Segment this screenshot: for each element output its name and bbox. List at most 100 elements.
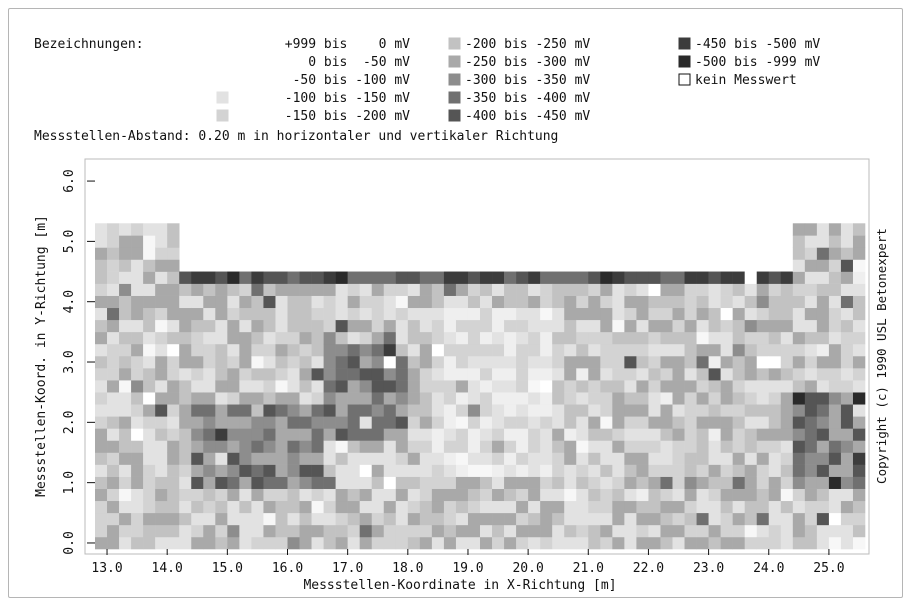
heatmap-cell	[540, 355, 553, 369]
heatmap-cell	[299, 440, 312, 453]
heatmap-cell	[443, 368, 457, 381]
heatmap-cell	[780, 307, 794, 321]
heatmap-cell	[768, 404, 782, 417]
heatmap-cell	[395, 271, 409, 284]
heatmap-cell	[696, 392, 709, 405]
heatmap-cell	[672, 295, 685, 309]
heatmap-cell	[443, 283, 457, 296]
heatmap-cell	[696, 488, 709, 502]
heatmap-cell	[359, 392, 373, 405]
heatmap-cell	[504, 319, 517, 333]
heatmap-cell	[119, 355, 132, 369]
heatmap-cell	[696, 452, 709, 465]
heatmap-cell	[359, 488, 373, 502]
heatmap-cell	[419, 452, 433, 465]
heatmap-cell	[359, 355, 373, 369]
heatmap-cell	[131, 247, 144, 260]
heatmap-cell	[167, 307, 180, 321]
heatmap-cell	[371, 271, 385, 284]
heatmap-cell	[852, 476, 866, 489]
heatmap-cell	[744, 488, 758, 502]
heatmap-cell	[564, 404, 577, 417]
heatmap-cell	[792, 476, 806, 489]
heatmap-cell	[107, 380, 120, 393]
heatmap-cell	[516, 271, 529, 284]
heatmap-cell	[564, 440, 577, 453]
heatmap-cell	[167, 355, 180, 369]
heatmap-cell	[624, 271, 637, 284]
heatmap-cell	[840, 524, 854, 538]
heatmap-cell	[612, 500, 625, 514]
heatmap-cell	[828, 271, 842, 284]
heatmap-cell	[672, 536, 685, 550]
heatmap-cell	[107, 440, 120, 453]
heatmap-cell	[804, 476, 818, 489]
heatmap-cell	[311, 428, 324, 441]
heatmap-cell	[492, 392, 505, 405]
heatmap-cell	[215, 500, 228, 514]
heatmap-cell	[744, 428, 758, 441]
heatmap-cell	[419, 331, 433, 345]
heatmap-cell	[744, 319, 758, 333]
heatmap-cell	[840, 223, 854, 236]
heatmap-cell	[251, 428, 264, 441]
heatmap-cell	[467, 428, 481, 441]
heatmap-cell	[275, 428, 288, 441]
heatmap-cell	[504, 295, 517, 309]
heatmap-cell	[395, 428, 409, 441]
heatmap-cell	[828, 524, 842, 538]
heatmap-cell	[131, 271, 144, 284]
heatmap-cell	[311, 295, 324, 309]
heatmap-cell	[107, 235, 120, 248]
heatmap-cell	[552, 536, 565, 550]
heatmap-cell	[383, 368, 397, 381]
heatmap-cell	[383, 283, 397, 296]
heatmap-cell	[624, 524, 637, 538]
heatmap-cell	[359, 464, 373, 477]
heatmap-cell	[576, 536, 589, 550]
heatmap-cell	[323, 283, 336, 296]
heatmap-cell	[323, 440, 336, 453]
heatmap-cell	[383, 524, 397, 538]
x-tick-label: 20.0	[512, 561, 543, 576]
legend-swatch	[448, 91, 461, 104]
heatmap-cell	[167, 392, 180, 405]
heatmap-cell	[660, 368, 673, 381]
heatmap-cell	[624, 476, 637, 489]
heatmap-cell	[480, 488, 493, 502]
heatmap-cell	[323, 452, 336, 465]
heatmap-cell	[828, 235, 842, 248]
heatmap-cell	[480, 524, 493, 538]
heatmap-cell	[467, 392, 481, 405]
heatmap-cell	[660, 524, 673, 538]
heatmap-cell	[95, 331, 108, 345]
heatmap-cell	[504, 464, 517, 477]
heatmap-cell	[564, 392, 577, 405]
heatmap-cell	[275, 500, 288, 514]
heatmap-cell	[155, 259, 168, 272]
heatmap-cell	[119, 343, 132, 357]
heatmap-cell	[804, 440, 818, 453]
heatmap-cell	[299, 536, 312, 550]
heatmap-cell	[167, 295, 180, 309]
heatmap-cell	[311, 355, 324, 369]
heatmap-cell	[263, 271, 276, 284]
heatmap-cell	[576, 440, 589, 453]
legend-entry-label: -500 bis -999 mV	[695, 55, 820, 70]
heatmap-cell	[840, 355, 854, 369]
heatmap-cell	[480, 271, 493, 284]
heatmap-cell	[143, 343, 156, 357]
heatmap-cell	[275, 440, 288, 453]
heatmap-cell	[804, 368, 818, 381]
heatmap-cell	[804, 247, 818, 260]
heatmap-cell	[528, 319, 541, 333]
heatmap-cell	[744, 404, 758, 417]
heatmap-cell	[720, 283, 733, 296]
heatmap-cell	[383, 295, 397, 309]
heatmap-cell	[95, 512, 108, 526]
heatmap-cell	[467, 404, 481, 417]
heatmap-cell	[768, 524, 782, 538]
heatmap-cell	[768, 343, 782, 357]
heatmap-cell	[167, 476, 180, 489]
heatmap-cell	[684, 524, 697, 538]
